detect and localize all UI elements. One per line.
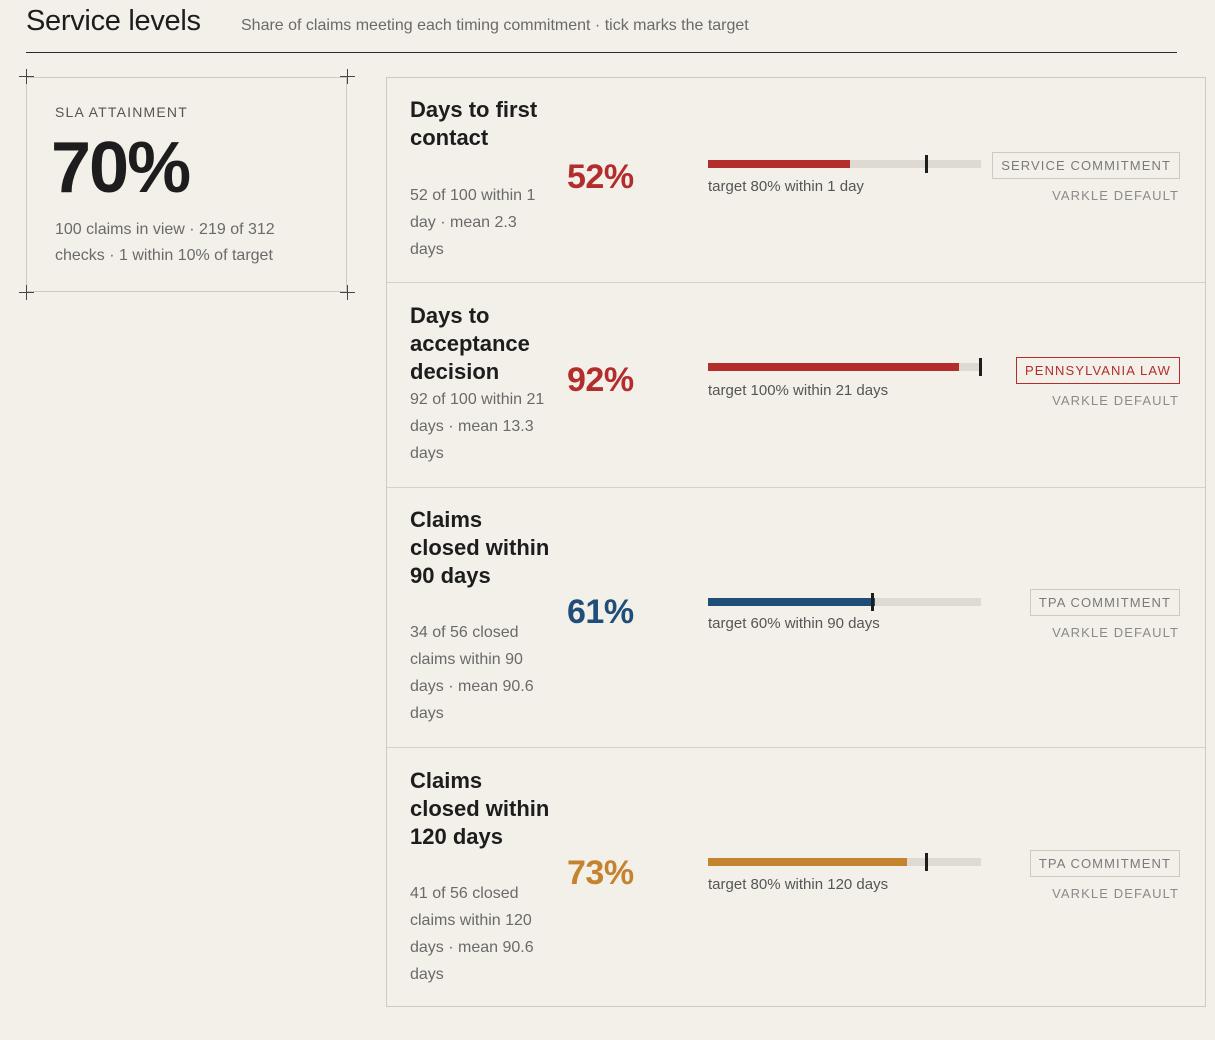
law-badge: PENNSYLVANIA LAW xyxy=(1016,357,1180,384)
metric-description: 34 of 56 closed claims within 90 days · … xyxy=(410,624,534,722)
metric-percent: 52% xyxy=(567,158,634,196)
target-tick xyxy=(870,593,874,611)
metric-description: 52 of 100 within 1 day · mean 2.3 days xyxy=(410,187,536,258)
sla-summary-card: SLA ATTAINMENT 70% 100 claims in view · … xyxy=(26,77,347,292)
progress-bar xyxy=(708,593,981,611)
crosshair-icon xyxy=(340,69,355,84)
commitment-badge: TPA COMMITMENT xyxy=(1029,589,1180,616)
metric-percent: 61% xyxy=(567,593,634,631)
metric-title: Claims closed within 90 days xyxy=(410,507,550,588)
source-label: VARKLE DEFAULT xyxy=(1052,188,1179,203)
metric-row: Claims closed within 90 days 34 of 56 cl… xyxy=(387,488,1205,748)
source-label: VARKLE DEFAULT xyxy=(1052,393,1179,408)
source-label: VARKLE DEFAULT xyxy=(1052,886,1179,901)
summary-note: 100 claims in view · 219 of 312 checks ·… xyxy=(55,221,275,264)
progress-bar-fill xyxy=(708,598,875,606)
metric-title: Days to acceptance decision xyxy=(410,303,530,384)
metric-row: Days to first contact 52 of 100 within 1… xyxy=(387,78,1205,283)
progress-bar xyxy=(708,358,982,376)
source-label: VARKLE DEFAULT xyxy=(1052,625,1179,640)
progress-bar xyxy=(708,155,981,173)
page-subtitle: Share of claims meeting each timing comm… xyxy=(241,17,749,34)
progress-bar-fill xyxy=(708,363,960,371)
crosshair-icon xyxy=(19,285,34,300)
metric-row: Claims closed within 120 days 41 of 56 c… xyxy=(387,748,1205,1006)
crosshair-icon xyxy=(19,69,34,84)
metric-title: Days to first contact xyxy=(410,97,538,150)
progress-bar-fill xyxy=(708,160,850,168)
crosshair-icon xyxy=(340,285,355,300)
progress-bar-fill xyxy=(708,858,908,866)
commitment-badge: SERVICE COMMITMENT xyxy=(992,152,1180,179)
target-text: target 80% within 120 days xyxy=(708,876,889,893)
metric-percent: 92% xyxy=(567,361,634,399)
target-tick xyxy=(978,358,982,376)
page-title: Service levels xyxy=(26,5,201,37)
metric-percent: 73% xyxy=(567,854,634,892)
commitment-badge: TPA COMMITMENT xyxy=(1029,850,1180,877)
target-text: target 100% within 21 days xyxy=(708,382,889,399)
target-tick xyxy=(925,853,929,871)
summary-label: SLA ATTAINMENT xyxy=(55,104,188,120)
metrics-list: Days to first contact 52 of 100 within 1… xyxy=(386,77,1206,1007)
page-header: Service levels Share of claims meeting e… xyxy=(26,0,1177,53)
target-text: target 80% within 1 day xyxy=(708,178,864,195)
metric-title: Claims closed within 120 days xyxy=(410,768,550,849)
target-text: target 60% within 90 days xyxy=(708,615,880,632)
metric-row: Days to acceptance decision 92 of 100 wi… xyxy=(387,283,1205,488)
progress-bar xyxy=(708,853,981,871)
target-tick xyxy=(925,155,929,173)
metric-description: 92 of 100 within 21 days · mean 13.3 day… xyxy=(410,391,545,462)
summary-value: 70% xyxy=(51,128,191,208)
metric-description: 41 of 56 closed claims within 120 days ·… xyxy=(410,885,534,983)
